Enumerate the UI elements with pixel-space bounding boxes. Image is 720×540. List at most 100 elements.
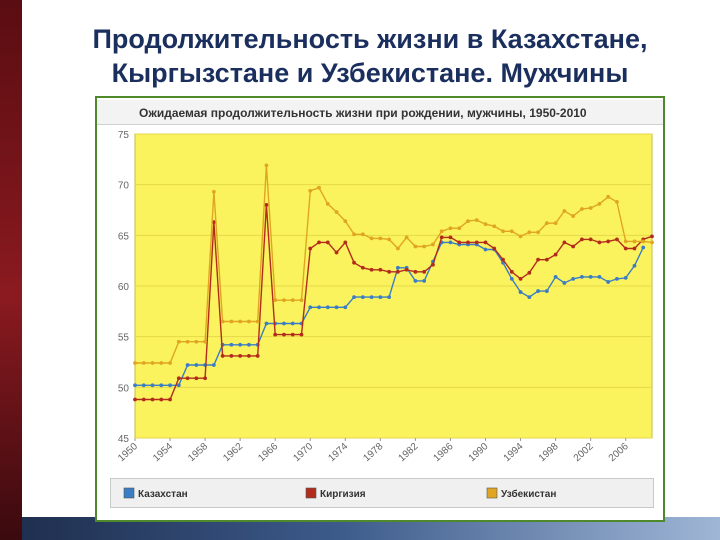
series-0-point	[553, 274, 558, 279]
series-0-point	[518, 290, 523, 294]
series-0-point	[544, 289, 549, 293]
series-1-point	[431, 262, 435, 267]
series-2-point	[141, 361, 146, 365]
series-2-point	[571, 214, 576, 218]
series-2-point	[448, 226, 453, 231]
series-2-point	[395, 246, 400, 251]
series-2-point	[176, 339, 181, 344]
y-tick-label: 75	[118, 130, 130, 141]
series-0-point	[378, 295, 383, 300]
legend-label-0: Казахстан	[138, 489, 188, 500]
series-1-point	[562, 240, 567, 245]
x-tick-label: 1954	[151, 441, 175, 464]
series-0-point	[395, 265, 400, 270]
series-1-point	[579, 237, 584, 242]
x-tick-label: 1970	[291, 441, 315, 464]
series-1-point	[378, 267, 383, 272]
series-1-point	[290, 332, 295, 337]
series-0-point	[317, 305, 321, 310]
series-1-point	[615, 237, 619, 242]
x-tick-label: 1994	[502, 441, 526, 464]
x-tick-label: 1978	[361, 441, 385, 464]
series-0-point	[141, 383, 146, 388]
series-1-point	[571, 244, 576, 249]
series-0-point	[352, 295, 356, 300]
series-0-point	[229, 342, 234, 347]
series-1-point	[536, 257, 540, 262]
series-0-point	[606, 280, 611, 284]
series-0-point	[536, 289, 540, 293]
slide-title-line2: Кыргызстане и Узбекистане. Мужчины	[111, 58, 629, 88]
series-1-point	[168, 397, 172, 402]
series-0-point	[369, 295, 374, 300]
series-1-point	[185, 376, 190, 381]
series-2-point	[282, 298, 286, 303]
series-2-point	[378, 236, 383, 241]
series-2-point	[317, 185, 321, 190]
series-0-point	[308, 305, 313, 310]
series-1-point	[597, 240, 602, 245]
series-1-point	[159, 397, 164, 402]
series-1-point	[457, 240, 462, 245]
y-tick-label: 45	[118, 434, 130, 445]
x-tick-label: 1990	[467, 441, 491, 464]
series-1-point	[395, 269, 400, 274]
x-tick-label: 1962	[221, 441, 245, 464]
series-0-point	[623, 275, 628, 280]
series-0-point	[325, 305, 330, 310]
series-2-point	[632, 239, 637, 244]
series-1-point	[588, 237, 593, 242]
series-0-point	[597, 274, 602, 279]
series-2-point	[623, 239, 628, 244]
series-2-point	[238, 319, 243, 324]
series-1-point	[474, 240, 479, 245]
series-2-point	[457, 226, 462, 231]
series-2-point	[439, 229, 444, 234]
series-1-point	[404, 267, 409, 272]
series-2-point	[308, 188, 313, 193]
series-1-point	[527, 270, 532, 275]
x-tick-label: 2006	[607, 441, 631, 464]
series-1-point	[650, 234, 654, 239]
series-2-point	[290, 298, 295, 303]
series-1-point	[483, 240, 488, 245]
series-1-point	[176, 376, 181, 381]
legend-label-1: Киргизия	[320, 489, 366, 500]
series-1-point	[448, 235, 453, 240]
x-tick-label: 1966	[256, 441, 280, 464]
series-2-point	[150, 361, 155, 365]
series-1-point	[632, 246, 637, 251]
series-0-point	[413, 279, 418, 283]
x-tick-label: 1998	[537, 441, 561, 464]
series-1-point	[317, 240, 321, 245]
series-1-point	[141, 397, 146, 402]
chart-title: Ожидаемая продолжительность жизни при ро…	[139, 106, 587, 120]
series-2-point	[466, 219, 470, 224]
y-tick-label: 65	[118, 231, 130, 242]
legend-swatch-0	[123, 487, 135, 499]
legend-label-2: Узбекистан	[501, 488, 556, 500]
series-2-point	[203, 339, 208, 344]
series-1-point	[623, 246, 628, 251]
series-0-point	[238, 342, 243, 347]
series-0-point	[133, 383, 137, 388]
series-2-point	[431, 242, 435, 247]
bottom-decor-bar	[22, 517, 720, 540]
series-0-point	[282, 321, 286, 326]
series-0-point	[562, 281, 567, 285]
legend-box	[110, 478, 654, 508]
chart-header	[97, 100, 663, 125]
series-0-point	[159, 383, 164, 388]
legend-swatch-1	[305, 487, 317, 499]
x-tick-label: 1974	[326, 441, 350, 464]
series-0-point	[422, 279, 427, 283]
series-0-point	[509, 277, 514, 281]
series-0-point	[387, 295, 392, 300]
series-2-point	[343, 219, 348, 224]
series-1-point	[238, 354, 243, 358]
series-2-point	[579, 207, 584, 211]
series-1-point	[439, 235, 444, 240]
y-tick-label: 70	[118, 181, 130, 192]
series-2-point	[299, 298, 304, 303]
